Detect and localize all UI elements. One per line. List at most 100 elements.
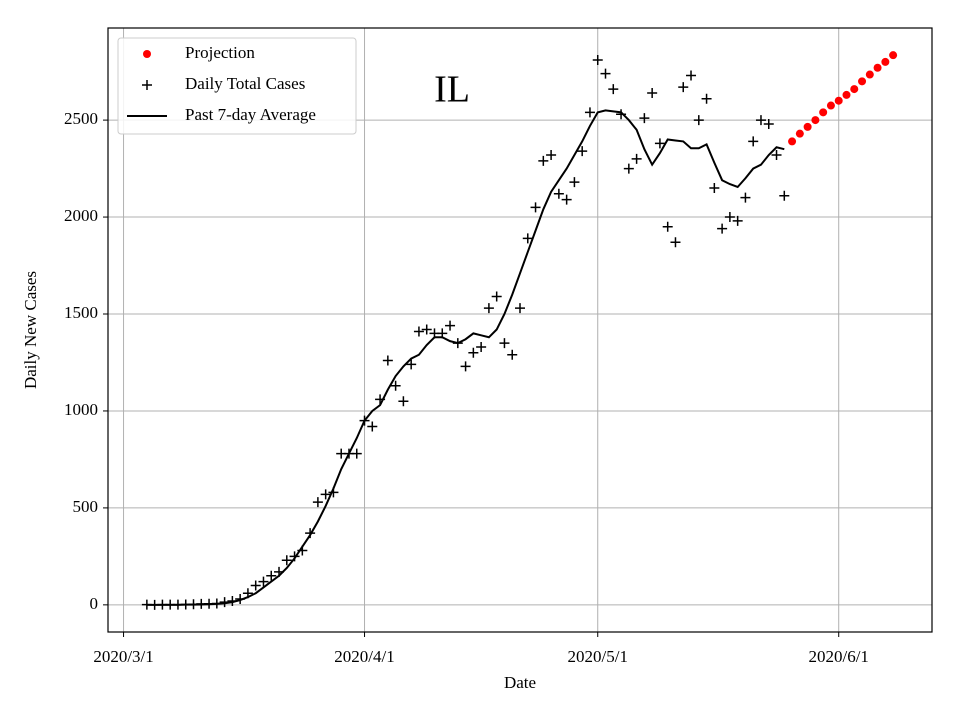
y-axis-label: Daily New Cases bbox=[21, 271, 40, 389]
daily-case-marker bbox=[724, 212, 735, 223]
daily-case-marker bbox=[670, 237, 681, 248]
axes-frame bbox=[107, 27, 933, 633]
daily-case-marker bbox=[647, 87, 658, 98]
daily-case-marker bbox=[639, 113, 650, 124]
projection-point bbox=[826, 101, 835, 110]
daily-case-marker bbox=[227, 595, 238, 606]
projection-point bbox=[811, 116, 820, 125]
y-tick-label: 0 bbox=[90, 594, 99, 613]
projection-point bbox=[850, 85, 859, 94]
daily-case-marker bbox=[491, 291, 502, 302]
x-tick-label: 2020/6/1 bbox=[808, 647, 868, 666]
legend-label: Past 7-day Average bbox=[185, 105, 316, 124]
legend-marker bbox=[142, 80, 152, 90]
projection-point bbox=[795, 129, 804, 138]
daily-case-marker bbox=[375, 394, 386, 405]
daily-case-marker bbox=[320, 489, 331, 500]
projection-point bbox=[865, 70, 874, 79]
daily-case-marker bbox=[530, 202, 541, 213]
daily-case-marker bbox=[538, 155, 549, 166]
y-tick-label: 1500 bbox=[64, 303, 98, 322]
daily-case-marker bbox=[437, 328, 448, 339]
daily-case-marker bbox=[584, 107, 595, 118]
average-line bbox=[146, 109, 785, 606]
daily-case-marker bbox=[701, 93, 712, 104]
daily-case-marker bbox=[274, 566, 285, 577]
daily-case-marker bbox=[662, 221, 673, 232]
x-tick-label: 2020/5/1 bbox=[568, 647, 628, 666]
daily-case-marker bbox=[211, 598, 222, 609]
daily-case-marker bbox=[740, 192, 751, 203]
daily-case-marker bbox=[382, 355, 393, 366]
daily-case-marker bbox=[281, 555, 292, 566]
daily-case-marker bbox=[717, 223, 728, 234]
daily-case-marker bbox=[522, 233, 533, 244]
daily-case-marker bbox=[654, 138, 665, 149]
daily-case-marker bbox=[476, 341, 487, 352]
daily-case-marker bbox=[452, 338, 463, 349]
daily-case-marker bbox=[561, 194, 572, 205]
legend-label: Projection bbox=[185, 43, 255, 62]
daily-case-marker bbox=[771, 150, 782, 161]
projection-point bbox=[842, 90, 851, 99]
daily-case-marker bbox=[258, 576, 269, 587]
projection-point bbox=[858, 77, 867, 86]
daily-case-marker bbox=[297, 545, 308, 556]
daily-case-marker bbox=[351, 448, 362, 459]
daily-case-marker bbox=[569, 177, 580, 188]
projection-point bbox=[834, 96, 843, 105]
daily-case-marker bbox=[755, 115, 766, 126]
x-tick-label: 2020/3/1 bbox=[93, 647, 153, 666]
daily-case-marker bbox=[421, 324, 432, 335]
projection-point bbox=[819, 108, 828, 117]
daily-case-marker bbox=[445, 320, 456, 331]
y-tick-label: 1000 bbox=[64, 400, 98, 419]
x-tick-label: 2020/4/1 bbox=[334, 647, 394, 666]
daily-case-marker bbox=[748, 136, 759, 147]
daily-case-marker bbox=[577, 146, 588, 157]
daily-case-marker bbox=[359, 415, 370, 426]
daily-case-marker bbox=[779, 190, 790, 201]
daily-case-marker bbox=[763, 118, 774, 129]
legend-label: Daily Total Cases bbox=[185, 74, 305, 93]
daily-case-marker bbox=[242, 588, 253, 599]
daily-case-marker bbox=[631, 153, 642, 164]
daily-case-marker bbox=[460, 361, 471, 372]
daily-case-marker bbox=[289, 551, 300, 562]
legend-marker bbox=[143, 50, 151, 58]
daily-case-marker bbox=[312, 497, 323, 508]
daily-case-marker bbox=[616, 109, 627, 120]
daily-case-marker bbox=[483, 303, 494, 314]
daily-case-marker bbox=[305, 528, 316, 539]
daily-case-marker bbox=[553, 188, 564, 199]
daily-case-marker bbox=[250, 580, 261, 591]
projection-point bbox=[881, 57, 890, 66]
projection-point bbox=[803, 122, 812, 131]
daily-case-marker bbox=[546, 150, 557, 161]
daily-case-marker bbox=[468, 347, 479, 358]
daily-case-marker bbox=[499, 338, 510, 349]
daily-case-marker bbox=[686, 70, 697, 81]
y-tick-label: 2000 bbox=[64, 206, 98, 225]
daily-case-marker bbox=[328, 487, 339, 498]
daily-case-marker bbox=[406, 359, 417, 370]
daily-case-marker bbox=[678, 82, 689, 93]
daily-case-marker bbox=[623, 163, 634, 174]
daily-case-marker bbox=[600, 68, 611, 79]
x-axis-label: Date bbox=[504, 673, 536, 692]
daily-case-marker bbox=[235, 594, 246, 605]
daily-case-marker bbox=[592, 54, 603, 65]
daily-case-marker bbox=[515, 303, 525, 314]
daily-case-marker bbox=[390, 380, 401, 391]
daily-case-marker bbox=[413, 326, 424, 337]
legend-box bbox=[117, 37, 357, 135]
daily-case-marker bbox=[693, 115, 704, 126]
daily-case-marker bbox=[709, 182, 720, 193]
daily-case-marker bbox=[367, 421, 378, 432]
y-tick-label: 500 bbox=[73, 497, 99, 516]
y-tick-label: 2500 bbox=[64, 109, 98, 128]
daily-case-marker bbox=[219, 597, 230, 608]
projection-point bbox=[788, 137, 797, 146]
chart-title: IL bbox=[434, 69, 470, 111]
